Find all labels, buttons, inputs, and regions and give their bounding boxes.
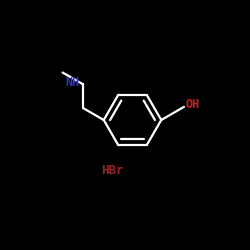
Text: HBr: HBr: [101, 164, 124, 176]
Text: NH: NH: [66, 76, 80, 89]
Text: OH: OH: [186, 98, 200, 111]
